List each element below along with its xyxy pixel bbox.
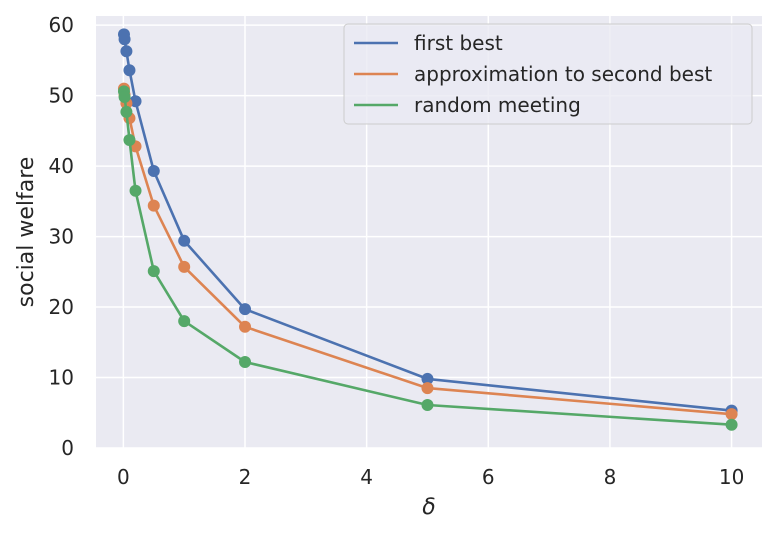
data-point [725,418,738,431]
series-layer [117,28,738,431]
y-axis-label: social welfare [14,157,39,308]
x-tick-label: 6 [482,465,495,489]
series-0 [117,28,738,417]
data-point [239,356,252,369]
data-point [147,265,160,278]
y-tick-label: 20 [49,295,74,319]
data-point [239,303,252,316]
y-tick-label: 10 [49,366,74,390]
y-tick-label: 30 [49,225,74,249]
x-tick-label: 2 [239,465,252,489]
data-point [421,372,434,385]
data-point [123,134,136,147]
x-tick-label: 10 [719,465,744,489]
data-point [421,399,434,412]
y-tick-label: 40 [49,154,74,178]
data-point [129,95,142,108]
data-point [178,260,191,273]
legend-label: random meeting [414,93,581,117]
legend: first best approximation to second best ra… [343,23,753,125]
series-line [122,34,732,412]
data-point [725,408,738,421]
x-tick-label: 0 [117,465,130,489]
data-point [129,184,142,197]
data-point [239,320,252,333]
data-point [120,45,133,58]
legend-label: first best [414,31,503,55]
data-point [120,105,133,118]
series-line [122,91,732,426]
x-axis-label: δ [422,495,435,520]
legend-label: approximation to second best [414,62,712,86]
data-point [147,199,160,212]
data-point [118,91,131,104]
x-tick-label: 8 [604,465,617,489]
legend-box [343,23,753,125]
y-tick-label: 60 [49,13,74,37]
data-point [421,382,434,395]
y-tick-label: 50 [49,84,74,108]
data-point [178,234,191,247]
y-tick-label: 0 [61,436,74,460]
data-point [147,165,160,178]
tick-labels: 0 2 4 6 8 10 0 10 20 30 40 50 60 [49,13,745,489]
data-point [118,33,131,46]
data-point [123,64,136,77]
data-point [178,315,191,328]
x-tick-label: 4 [360,465,373,489]
series-2 [117,85,738,431]
